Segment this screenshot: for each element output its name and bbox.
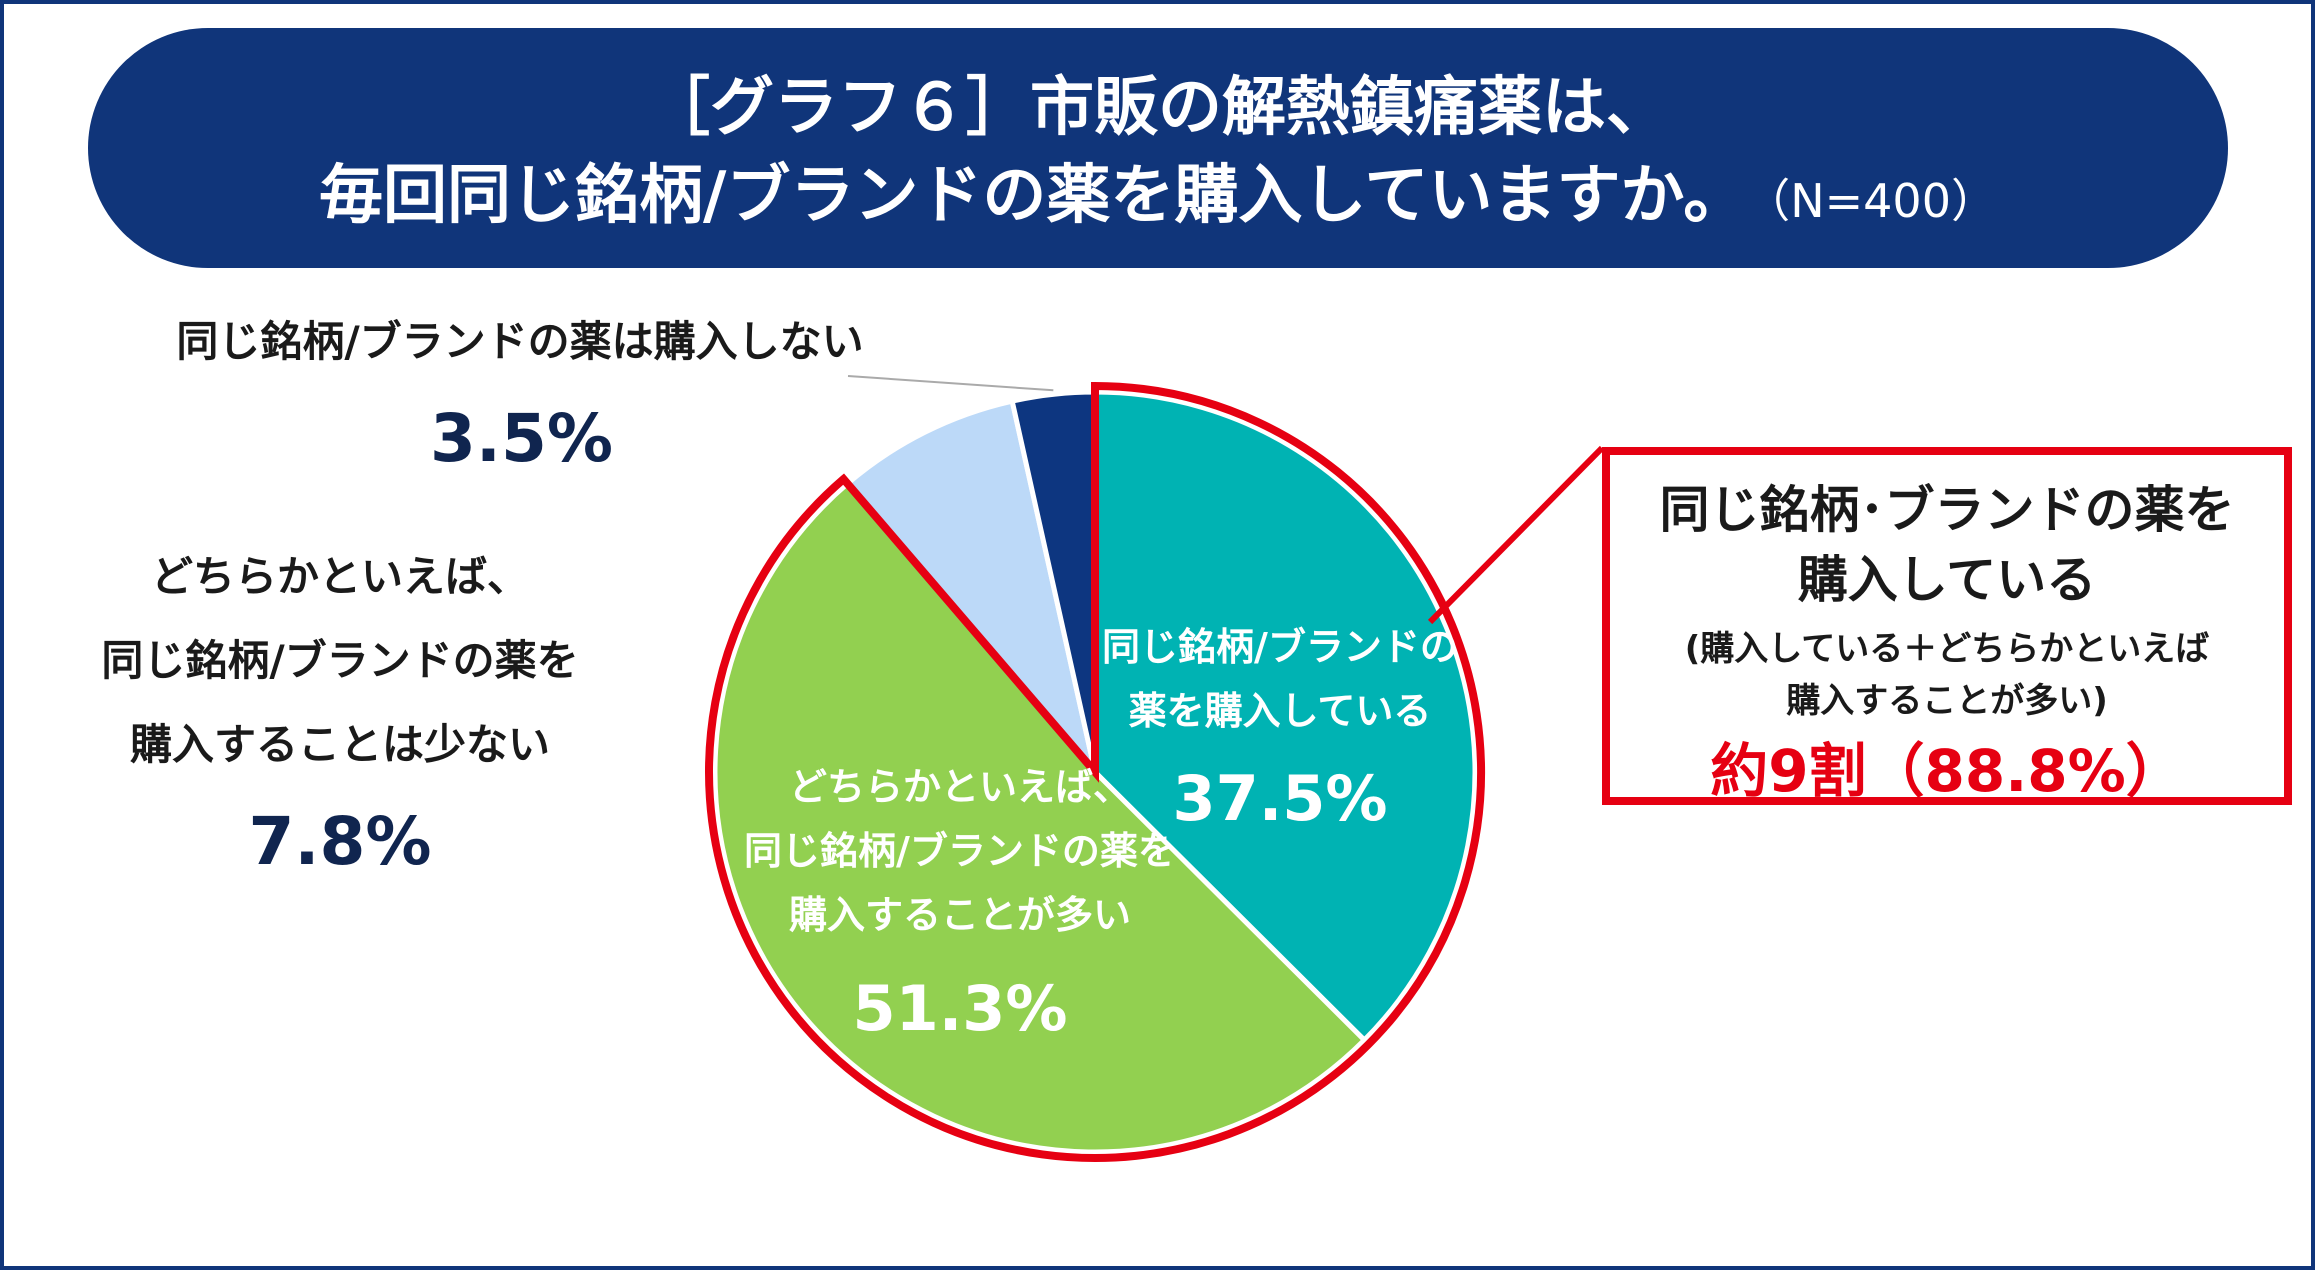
slice-label-same-brand-line-2: 薬を購入している	[1129, 689, 1432, 733]
title-question: 毎回同じ銘柄/ブランドの薬を購入していますか。	[319, 159, 1748, 233]
label-never-buy-text: 同じ銘柄/ブランドの薬は購入しない	[176, 317, 864, 366]
summary-callout: 同じ銘柄･ブランドの薬を 購入している (購入している＋どちらかといえば 購入す…	[1602, 447, 2292, 805]
title-line-2: 毎回同じ銘柄/ブランドの薬を購入していますか。 （N=400）	[88, 156, 2228, 241]
slice-label-mostly-same-line-1: どちらかといえば、	[789, 765, 1131, 809]
callout-total: 約9割（88.8%）	[1710, 737, 2184, 805]
sample-size: （N=400）	[1767, 174, 1997, 228]
callout-sub-line-2: 購入することが多い)	[1786, 681, 2108, 721]
slice-label-mostly-same-line-3: 購入することが多い	[789, 893, 1131, 937]
callout-title: 同じ銘柄･ブランドの薬を 購入している	[1610, 475, 2284, 615]
pie-slice-mostly-same	[712, 480, 1368, 1155]
label-rarely-buy-line-2: 同じ銘柄/ブランドの薬を	[101, 636, 579, 685]
callout-connector	[1427, 445, 1605, 625]
label-rarely-buy-value: 7.8%	[248, 803, 432, 880]
slice-value-mostly-same: 51.3%	[852, 972, 1067, 1045]
title-line-1: ［グラフ６］市販の解熱鎮痛薬は、	[646, 71, 1670, 145]
label-rarely-buy-line-1: どちらかといえば、	[150, 552, 529, 601]
callout-title-line-1: 同じ銘柄･ブランドの薬を	[1659, 481, 2235, 539]
pie-slice-same-brand	[1092, 389, 1478, 1044]
slice-label-same-brand-line-1: 同じ銘柄/ブランドの	[1102, 625, 1458, 669]
pie-slice-rarely-same	[843, 398, 1098, 774]
label-rarely-buy-line-3: 購入することは少ない	[129, 720, 550, 769]
callout-sub-line-1: (購入している＋どちらかといえば	[1684, 629, 2210, 669]
label-never-buy-value: 3.5%	[430, 400, 614, 477]
label-never-buy: 同じ銘柄/ブランドの薬は購入しない 3.5%	[150, 300, 890, 494]
leader-line-never-buy	[847, 375, 1054, 392]
label-rarely-buy: どちらかといえば、 同じ銘柄/ブランドの薬を 購入することは少ない 7.8%	[100, 535, 580, 897]
slice-label-mostly-same-line-2: 同じ銘柄/ブランドの薬を	[744, 829, 1176, 873]
slice-value-same-brand: 37.5%	[1172, 762, 1387, 835]
title-banner: ［グラフ６］市販の解熱鎮痛薬は、 毎回同じ銘柄/ブランドの薬を購入していますか。…	[88, 28, 2228, 268]
callout-subtitle: (購入している＋どちらかといえば 購入することが多い)	[1610, 623, 2284, 727]
highlight-outline	[705, 381, 1485, 1162]
callout-title-line-2: 購入している	[1797, 551, 2097, 609]
